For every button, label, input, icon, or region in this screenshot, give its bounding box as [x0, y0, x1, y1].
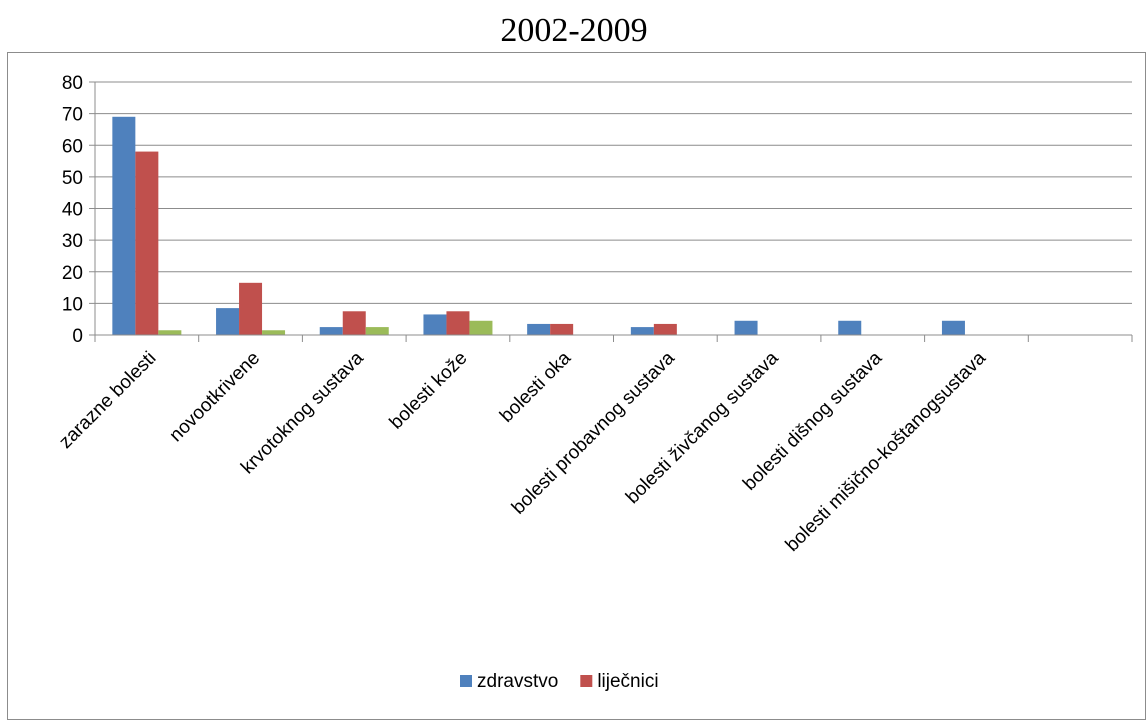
category-label: bolesti oka [496, 347, 575, 426]
y-tick-label: 0 [72, 326, 83, 347]
bar [342, 311, 366, 335]
y-tick-label: 60 [62, 136, 83, 157]
bar [423, 314, 447, 335]
y-tick-label: 70 [62, 105, 83, 126]
bar [239, 282, 263, 335]
bar [941, 320, 965, 335]
bar [653, 323, 677, 335]
bar [838, 320, 862, 335]
bar [135, 151, 159, 335]
category-label: bolesti kože [386, 348, 472, 434]
y-tick-labels: 0 10 20 30 40 50 60 70 80 [62, 73, 83, 347]
legend-label: liječnici [597, 671, 658, 692]
y-tick-label: 20 [62, 263, 83, 284]
bar [527, 323, 551, 335]
axes [89, 81, 1133, 342]
bar [158, 330, 182, 335]
gridlines [95, 81, 1132, 304]
bar [734, 320, 758, 335]
legend: zdravstvo liječnici [460, 671, 659, 692]
category-label: zarazne bolesti [55, 348, 160, 453]
bar [319, 327, 343, 335]
legend-swatch [580, 675, 593, 687]
chart-title: 2002-2009 [500, 12, 648, 49]
bar [112, 116, 136, 335]
y-tick-label: 50 [62, 168, 83, 189]
bar [630, 327, 654, 335]
bar [365, 327, 389, 335]
y-tick-label: 40 [62, 200, 83, 221]
y-tick-label: 10 [62, 294, 83, 315]
bar [216, 308, 240, 335]
legend-swatch [460, 675, 472, 687]
legend-label: zdravstvo [477, 671, 558, 692]
bars [112, 116, 965, 335]
y-tick-label: 80 [62, 73, 83, 94]
bar [469, 320, 493, 335]
bar [446, 311, 470, 335]
bar [262, 330, 286, 335]
y-tick-label: 30 [62, 231, 83, 252]
category-label: bolesti mišično-koštanogsustava [782, 347, 991, 556]
bar [550, 323, 574, 335]
category-label: novootkrivene [166, 348, 264, 446]
